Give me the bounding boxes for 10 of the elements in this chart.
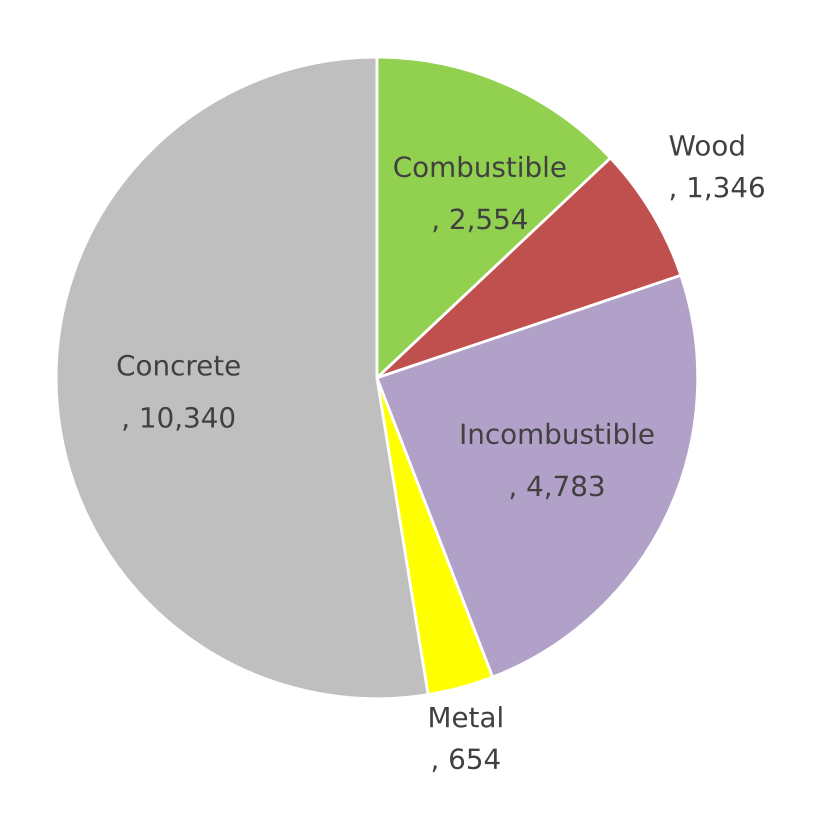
data-label: , 2,554 bbox=[433, 208, 527, 232]
data-label: , 1,346 bbox=[670, 176, 764, 200]
slice-label: Concrete bbox=[118, 354, 240, 376]
slice-label: Incombustible bbox=[462, 422, 654, 444]
data-label: , 10,340 bbox=[123, 406, 234, 431]
slice-label: Combustible bbox=[394, 156, 566, 178]
data-label: , 654 bbox=[432, 748, 500, 772]
slice-label: Wood bbox=[669, 134, 744, 156]
slice-label: Metal bbox=[430, 706, 502, 728]
data-label: , 4,783 bbox=[510, 475, 604, 500]
